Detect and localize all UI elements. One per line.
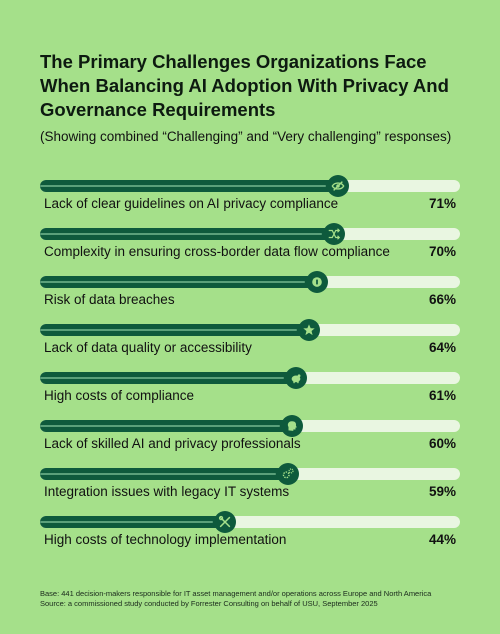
bar-highlight [40, 377, 284, 379]
bar-track [40, 415, 460, 437]
footnote-source: Source: a commissioned study conducted b… [40, 598, 378, 608]
bar-highlight [40, 425, 280, 427]
star-icon [298, 319, 320, 341]
tools-icon [214, 511, 236, 533]
chart-row: Lack of clear guidelines on AI privacy c… [0, 175, 500, 224]
eye-slash-icon [327, 175, 349, 197]
bar-highlight [40, 281, 305, 283]
bar-highlight [40, 185, 326, 187]
bar-highlight [40, 521, 213, 523]
shuffle-icon [323, 223, 345, 245]
value-label: 70% [428, 244, 456, 259]
category-label: Complexity in ensuring cross-border data… [44, 244, 390, 259]
value-label: 66% [428, 292, 456, 307]
bar-track [40, 463, 460, 485]
bar-highlight [40, 233, 322, 235]
chart-row: Lack of data quality or accessibility 64% [0, 319, 500, 368]
bar-track [40, 271, 460, 293]
bar-track [40, 175, 460, 197]
bar-track [40, 319, 460, 341]
footnote-base: Base: 441 decision-makers responsible fo… [40, 589, 432, 598]
bar-highlight [40, 329, 297, 331]
lock-icon [306, 271, 328, 293]
chart-row: Integration issues with legacy IT system… [0, 463, 500, 512]
chart-row: High costs of technology implementation 4… [0, 511, 500, 560]
bar-highlight [40, 473, 276, 475]
head-icon [281, 415, 303, 437]
gears-icon [277, 463, 299, 485]
category-label: High costs of technology implementation [44, 532, 287, 547]
category-label: Risk of data breaches [44, 292, 175, 307]
category-label: Lack of skilled AI and privacy professio… [44, 436, 301, 451]
category-label: Lack of clear guidelines on AI privacy c… [44, 196, 339, 211]
value-label: 64% [428, 340, 456, 355]
chart-subtitle: (Showing combined “Challenging” and “Ver… [40, 129, 452, 144]
chart-row: High costs of compliance 61% [0, 367, 500, 416]
chart-row: Risk of data breaches 66% [0, 271, 500, 320]
chart-row: Lack of skilled AI and privacy professio… [0, 415, 500, 464]
chart-title: The Primary Challenges Organizations Fac… [40, 51, 449, 120]
category-label: High costs of compliance [44, 388, 195, 403]
value-label: 61% [428, 388, 456, 403]
footnote: Base: 441 decision-makers responsible fo… [40, 589, 460, 608]
category-label: Lack of data quality or accessibility [44, 340, 252, 355]
value-label: 71% [428, 196, 456, 211]
value-label: 59% [428, 484, 456, 499]
value-label: 44% [428, 532, 456, 547]
piggy-bank-icon [285, 367, 307, 389]
value-label: 60% [428, 436, 456, 451]
category-label: Integration issues with legacy IT system… [44, 484, 290, 499]
chart-row: Complexity in ensuring cross-border data… [0, 223, 500, 272]
bar-track [40, 367, 460, 389]
bar-track [40, 511, 460, 533]
bar-track [40, 223, 460, 245]
